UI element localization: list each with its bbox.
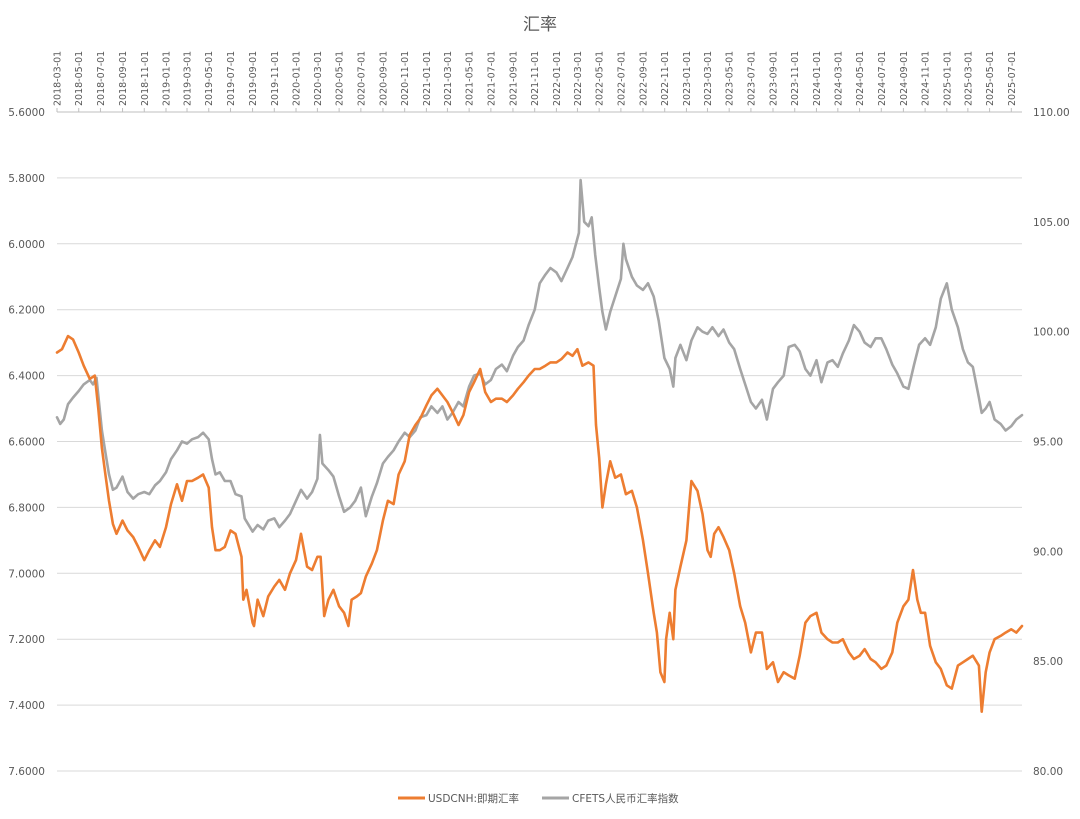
x-tick-label: 2024-07-01 — [877, 51, 888, 106]
x-axis-ticks: 2018-03-01 2018-05-01 2018-07-01 2018-09-01… — [53, 51, 1018, 112]
y-left-tick-label: 6.8000 — [8, 502, 45, 514]
x-tick-label: 2025-07-01 — [1007, 51, 1018, 106]
x-tick-label: 2023-11-01 — [790, 51, 801, 106]
x-tick-label: 2022-11-01 — [660, 51, 671, 106]
x-tick-label: 2019-05-01 — [204, 51, 215, 106]
x-tick-label: 2020-09-01 — [378, 51, 389, 106]
x-tick-label: 2023-03-01 — [703, 51, 714, 106]
y-left-tick-label: 6.4000 — [8, 371, 45, 383]
x-tick-label: 2022-05-01 — [595, 51, 606, 106]
x-tick-label: 2023-01-01 — [682, 51, 693, 106]
x-tick-label: 2024-11-01 — [921, 51, 932, 106]
y-right-tick-label: 95.00 — [1033, 437, 1063, 449]
x-tick-label: 2023-05-01 — [725, 51, 736, 106]
x-tick-label: 2019-01-01 — [162, 51, 173, 106]
x-tick-label: 2021-05-01 — [465, 51, 476, 106]
y-right-tick-label: 105.00 — [1033, 217, 1070, 229]
x-tick-label: 2025-05-01 — [985, 51, 996, 106]
x-tick-label: 2021-07-01 — [486, 51, 497, 106]
series-line-cfets-index — [55, 178, 1024, 533]
x-tick-label: 2018-07-01 — [96, 51, 107, 106]
x-tick-label: 2022-07-01 — [616, 51, 627, 106]
x-tick-label: 2020-05-01 — [335, 51, 346, 106]
x-tick-label: 2023-09-01 — [769, 51, 780, 106]
x-tick-label: 2024-01-01 — [812, 51, 823, 106]
x-tick-label: 2024-05-01 — [855, 51, 866, 106]
legend-label: USDCNH:即期汇率 — [428, 792, 519, 805]
x-tick-label: 2021-03-01 — [443, 51, 454, 106]
y-right-tick-label: 90.00 — [1033, 546, 1063, 558]
y-axis-left: 5.6000 5.8000 6.0000 6.2000 6.4000 6.6000 6.80… — [8, 107, 45, 778]
y-right-tick-label: 100.00 — [1033, 327, 1070, 339]
y-left-tick-label: 6.2000 — [8, 305, 45, 317]
legend: USDCNH:即期汇率 CFETS人民币汇率指数 — [398, 792, 679, 805]
y-right-tick-label: 80.00 — [1033, 766, 1063, 778]
x-tick-label: 2020-01-01 — [292, 51, 303, 106]
chart-title: 汇率 — [523, 15, 557, 35]
y-right-tick-label: 85.00 — [1033, 656, 1063, 668]
x-tick-label: 2018-05-01 — [74, 51, 85, 106]
y-left-tick-label: 7.6000 — [8, 766, 45, 778]
x-tick-label: 2025-03-01 — [963, 51, 974, 106]
y-right-tick-label: 110.00 — [1033, 107, 1070, 119]
x-tick-label: 2020-03-01 — [313, 51, 324, 106]
grid-lines — [57, 111, 1022, 772]
x-tick-label: 2024-09-01 — [899, 51, 910, 106]
x-tick-label: 2025-01-01 — [942, 51, 953, 106]
y-left-tick-label: 5.8000 — [8, 173, 45, 185]
x-tick-label: 2022-03-01 — [573, 51, 584, 106]
x-tick-label: 2019-11-01 — [270, 51, 281, 106]
x-tick-label: 2021-01-01 — [422, 51, 433, 106]
y-left-tick-label: 7.0000 — [8, 568, 45, 580]
x-tick-label: 2018-11-01 — [140, 51, 151, 106]
y-left-tick-label: 6.6000 — [8, 437, 45, 449]
series-line-usdcnh — [55, 334, 1024, 714]
legend-label: CFETS人民币汇率指数 — [572, 792, 679, 805]
y-left-tick-label: 6.0000 — [8, 239, 45, 251]
x-tick-label: 2020-07-01 — [356, 51, 367, 106]
x-tick-label: 2019-09-01 — [248, 51, 259, 106]
x-tick-label: 2019-07-01 — [226, 51, 237, 106]
y-axis-right: 110.00 105.00 100.00 95.00 90.00 85.00 80.00 — [1033, 107, 1070, 778]
y-left-tick-label: 5.6000 — [8, 107, 45, 119]
x-tick-label: 2021-11-01 — [530, 51, 541, 106]
x-tick-label: 2018-09-01 — [118, 51, 129, 106]
x-tick-label: 2021-09-01 — [508, 51, 519, 106]
y-left-tick-label: 7.2000 — [8, 634, 45, 646]
x-tick-label: 2022-01-01 — [552, 51, 563, 106]
y-left-tick-label: 7.4000 — [8, 700, 45, 712]
x-tick-label: 2018-03-01 — [53, 51, 64, 106]
x-tick-label: 2024-03-01 — [833, 51, 844, 106]
series-lines — [55, 178, 1024, 714]
x-tick-label: 2023-07-01 — [746, 51, 757, 106]
x-tick-label: 2019-03-01 — [183, 51, 194, 106]
x-tick-label: 2020-11-01 — [400, 51, 411, 106]
x-tick-label: 2022-09-01 — [638, 51, 649, 106]
